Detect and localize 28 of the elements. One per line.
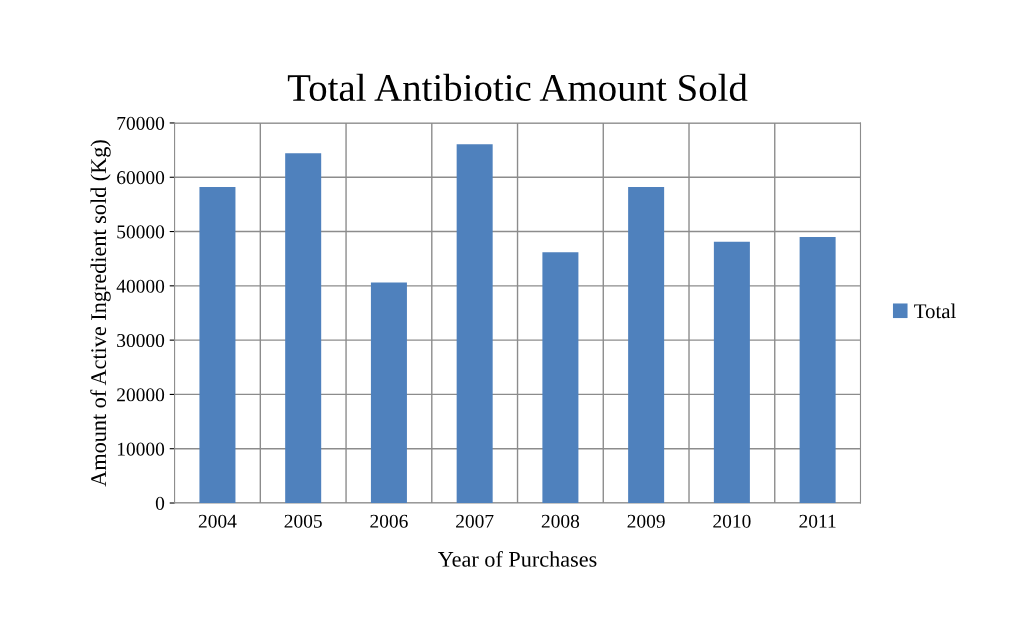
x-tick-label: 2006 xyxy=(370,514,408,528)
y-tick-label: 50000 xyxy=(117,225,165,239)
chart-title: Total Antibiotic Amount Sold xyxy=(287,73,748,102)
y-tick-label: 30000 xyxy=(117,333,165,348)
x-tick-label: 2010 xyxy=(713,514,751,528)
bar xyxy=(370,282,407,504)
y-tick-label: 0 xyxy=(155,496,165,510)
y-tick-label: 70000 xyxy=(117,116,165,130)
x-axis-title: Year of Purchases xyxy=(438,550,597,567)
bar xyxy=(542,252,579,504)
bar xyxy=(713,241,750,504)
y-axis-title: Amount of Active Ingredient sold (Kg) xyxy=(90,140,111,487)
x-tick-label: 2011 xyxy=(799,514,836,528)
y-tick-label: 20000 xyxy=(117,388,165,402)
legend-label: Total xyxy=(914,303,956,319)
bar xyxy=(199,187,236,504)
x-tick-label: 2009 xyxy=(627,514,665,528)
bar xyxy=(285,153,322,504)
bar xyxy=(456,144,493,504)
x-tick-label: 2008 xyxy=(541,514,580,528)
y-tick-label: 60000 xyxy=(117,171,165,185)
y-tick-label: 10000 xyxy=(117,442,165,456)
bar xyxy=(628,187,665,504)
bar xyxy=(799,236,836,504)
x-tick-label: 2007 xyxy=(456,514,494,528)
y-tick-label: 40000 xyxy=(116,279,165,293)
x-tick-label: 2005 xyxy=(284,514,322,528)
x-tick-label: 2004 xyxy=(198,514,237,528)
